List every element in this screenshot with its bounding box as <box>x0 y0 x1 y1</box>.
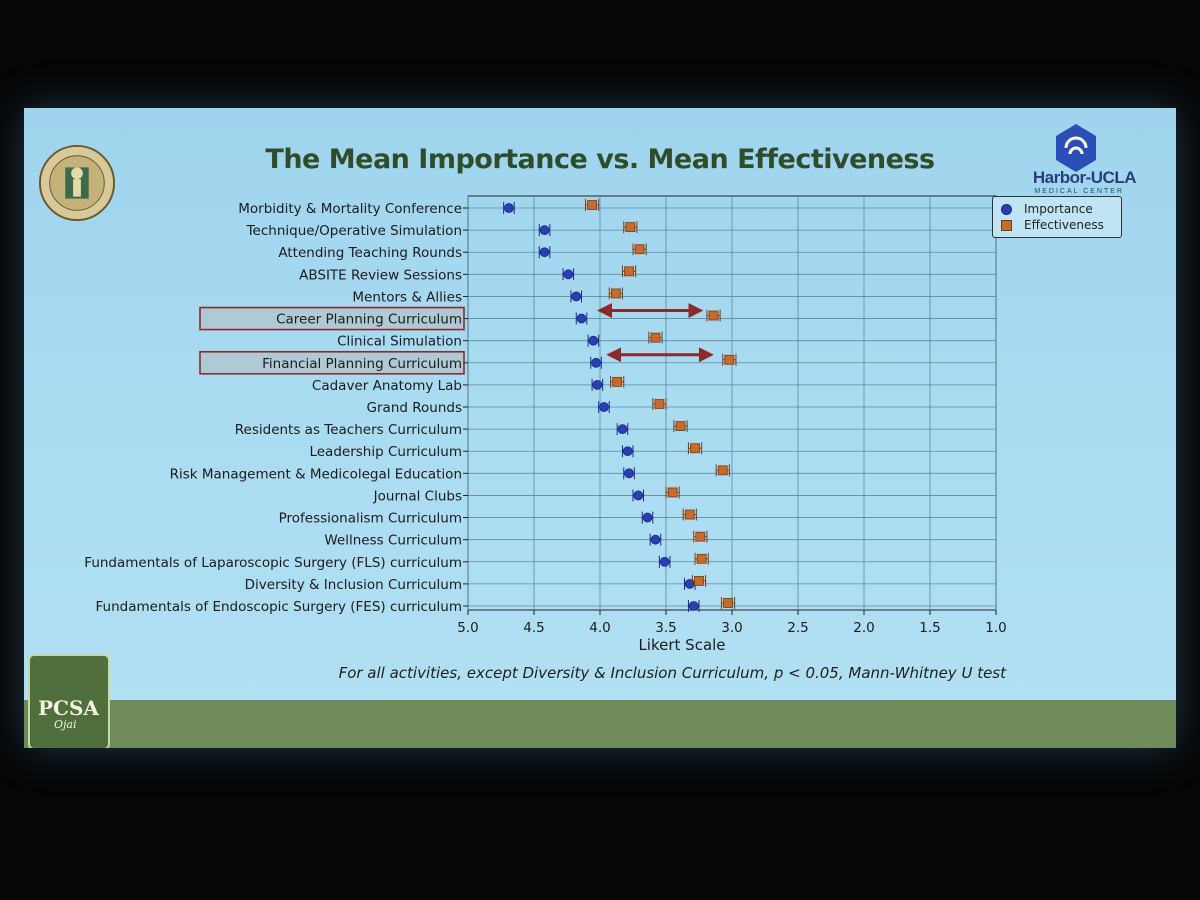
effectiveness-point <box>696 553 707 564</box>
pcsa-logo-text: PCSA <box>38 696 99 720</box>
importance-point <box>688 601 699 611</box>
y-tick-label: Risk Management & Medicolegal Education <box>170 466 462 482</box>
effectiveness-point <box>650 332 661 343</box>
effectiveness-point <box>694 575 704 586</box>
y-tick-label: Residents as Teachers Curriculum <box>235 422 462 438</box>
importance-point <box>563 269 574 280</box>
importance-point <box>592 379 603 390</box>
footer-band <box>24 700 1176 748</box>
importance-point <box>624 468 634 479</box>
importance-point <box>642 512 653 523</box>
effectiveness-point <box>634 244 645 255</box>
legend-importance-label: Importance <box>1024 202 1093 216</box>
importance-point <box>504 203 514 213</box>
effectiveness-point <box>690 443 700 454</box>
y-tick-label: ABSITE Review Sessions <box>299 267 462 283</box>
pcsa-logo-icon <box>28 654 110 748</box>
x-tick-label: 2.5 <box>787 620 808 636</box>
x-tick-label: 4.5 <box>523 620 544 636</box>
effectiveness-point <box>675 421 686 432</box>
x-tick-label: 4.0 <box>589 620 610 636</box>
y-tick-label: Financial Planning Curriculum <box>262 356 462 372</box>
importance-point <box>571 291 582 302</box>
effectiveness-point <box>654 399 665 409</box>
importance-point <box>599 402 609 412</box>
importance-point <box>633 490 644 501</box>
slide-title: The Mean Importance vs. Mean Effectivene… <box>265 144 935 175</box>
x-tick-label: 1.5 <box>919 620 940 636</box>
x-axis-title: Likert Scale <box>638 636 725 654</box>
effectiveness-point <box>695 531 706 542</box>
effectiveness-point <box>612 376 623 387</box>
legend-effectiveness-marker <box>1001 219 1012 231</box>
slide: The Mean Importance vs. Mean Effectivene… <box>24 108 1176 748</box>
y-tick-label: Cadaver Anatomy Lab <box>312 378 462 394</box>
importance-point <box>617 424 628 435</box>
x-tick-label: 3.5 <box>655 620 676 636</box>
footnote: For all activities, except Diversity & I… <box>338 664 1006 682</box>
y-tick-label: Clinical Simulation <box>337 334 462 350</box>
y-tick-label: Diversity & Inclusion Curriculum <box>245 577 462 593</box>
chart-legend: Importance Effectiveness <box>992 196 1122 238</box>
effectiveness-point <box>684 509 695 520</box>
harbor-ucla-logo-icon <box>1056 124 1096 172</box>
highlight-box <box>199 306 465 331</box>
importance-effectiveness-chart: 5.0 4.5 4.0 3.5 3.0 2.5 2.0 1.5 1.0 Likert Scale M… <box>84 195 1007 654</box>
y-tick-label: Attending Teaching Rounds <box>278 245 462 261</box>
x-tick-label: 1.0 <box>985 620 1006 636</box>
importance-point <box>576 313 587 324</box>
y-tick-label: Journal Clubs <box>373 488 462 504</box>
y-tick-label: Mentors & Allies <box>352 289 462 305</box>
y-tick-label: Technique/Operative Simulation <box>246 223 462 239</box>
importance-point <box>591 357 601 368</box>
importance-point <box>539 225 550 236</box>
effectiveness-point <box>708 310 719 321</box>
y-tick-label: Career Planning Curriculum <box>276 312 462 328</box>
importance-point <box>650 534 661 545</box>
importance-point <box>659 556 670 567</box>
y-tick-label: Fundamentals of Endoscopic Surgery (FES)… <box>96 599 462 615</box>
y-tick-label: Professionalism Curriculum <box>279 511 462 527</box>
legend-effectiveness-label: Effectiveness <box>1024 218 1104 232</box>
effectiveness-point <box>723 598 733 608</box>
y-tick-label: Fundamentals of Laparoscopic Surgery (FL… <box>84 555 462 571</box>
hospital-subtitle: MEDICAL CENTER <box>1034 188 1124 195</box>
effectiveness-point <box>610 288 621 299</box>
y-tick-label: Leadership Curriculum <box>309 444 462 460</box>
effectiveness-point <box>625 222 636 233</box>
y-tick-label: Wellness Curriculum <box>324 533 462 549</box>
effectiveness-point <box>724 354 735 365</box>
pcsa-logo-subtext: Ojai <box>54 718 77 731</box>
importance-point <box>539 247 550 258</box>
effectiveness-point <box>667 487 678 498</box>
importance-point <box>588 335 599 346</box>
county-seal-icon <box>38 144 116 222</box>
y-tick-label: Morbidity & Mortality Conference <box>238 201 462 217</box>
hospital-name: Harbor-UCLA <box>1032 168 1137 187</box>
x-tick-label: 3.0 <box>721 620 742 636</box>
legend-importance-marker <box>1001 203 1012 215</box>
effectiveness-point <box>587 200 597 210</box>
x-tick-label: 5.0 <box>457 620 478 636</box>
highlight-box <box>199 350 465 375</box>
x-tick-label: 2.0 <box>853 620 874 636</box>
effectiveness-point <box>624 266 634 277</box>
y-tick-label: Grand Rounds <box>367 400 462 416</box>
effectiveness-point <box>717 465 728 476</box>
importance-point <box>622 446 633 457</box>
